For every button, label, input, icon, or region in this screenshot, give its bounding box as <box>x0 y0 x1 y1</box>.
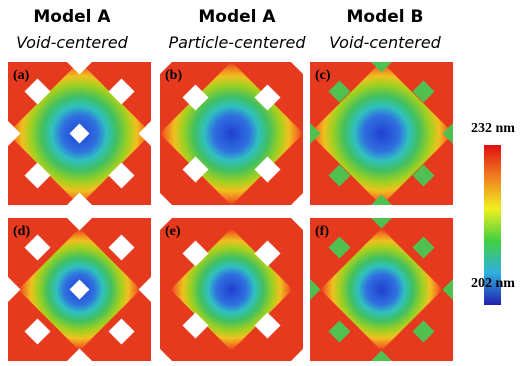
column-model: Model A <box>33 7 111 27</box>
column-center: Particle-centered <box>168 33 306 52</box>
column-model: Model A <box>198 7 276 27</box>
headers: Model A Void-centered Model A Particle-c… <box>16 7 441 52</box>
figure: Model A Void-centered Model A Particle-c… <box>0 0 523 366</box>
column-model: Model B <box>347 7 424 27</box>
panel: (b) <box>147 49 317 219</box>
colorbar-max: 232 nm <box>471 121 515 136</box>
panel-label: (c) <box>315 68 331 83</box>
panel: (d) <box>0 205 165 366</box>
panel: (a) <box>0 49 165 219</box>
panel-label: (f) <box>315 224 329 239</box>
panels: (a) (b) (c) (d) (e) (f) <box>0 49 465 366</box>
panel-label: (e) <box>165 224 181 239</box>
panel: (c) <box>299 51 465 217</box>
colorbar: 232 nm 202 nm <box>471 121 515 305</box>
column-center: Void-centered <box>329 33 441 52</box>
panel-label: (a) <box>13 68 30 83</box>
column-center: Void-centered <box>16 33 128 52</box>
panel: (f) <box>299 207 465 366</box>
panel-label: (d) <box>13 224 30 239</box>
colorbar-min: 202 nm <box>471 276 515 291</box>
panel-label: (b) <box>165 68 182 83</box>
panel: (e) <box>147 205 317 366</box>
